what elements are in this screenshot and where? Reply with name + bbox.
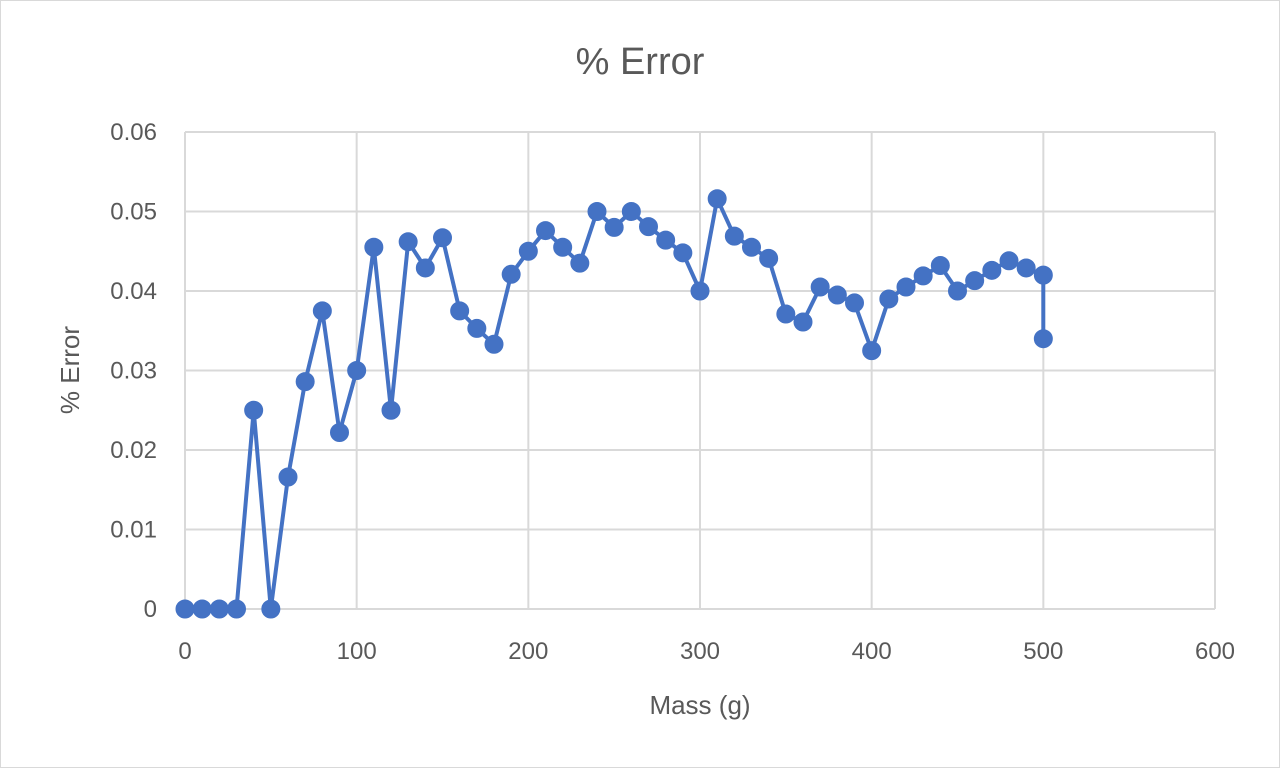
y-tick-label: 0.04	[110, 278, 157, 305]
data-point	[587, 202, 607, 221]
chart-title: % Error	[576, 41, 705, 83]
series-line	[185, 196, 1046, 611]
data-point	[227, 599, 246, 619]
data-point	[759, 248, 779, 268]
data-point	[433, 228, 452, 248]
x-tick-label: 400	[852, 638, 892, 665]
data-point	[518, 241, 538, 261]
data-point	[312, 301, 332, 321]
data-point	[827, 285, 847, 305]
data-point	[742, 237, 761, 257]
tick-labels: 0 0.01 0.02 0.03 0.04 0.05 0.06 0 100 200 300 400 50…	[110, 119, 1235, 665]
data-point	[776, 304, 796, 324]
data-point	[484, 334, 504, 354]
x-tick-label: 200	[508, 638, 548, 665]
data-point	[1033, 265, 1053, 285]
data-point	[570, 253, 590, 273]
data-point	[896, 277, 916, 297]
data-point	[707, 189, 727, 209]
series-layer	[175, 189, 1053, 619]
data-point	[278, 467, 298, 487]
x-axis-title: Mass (g)	[649, 690, 750, 720]
data-point	[209, 599, 229, 619]
data-point	[879, 289, 899, 309]
data-point	[467, 318, 487, 338]
x-tick-label: 100	[337, 638, 377, 665]
grid-layer	[184, 131, 1216, 610]
y-tick-label: 0.06	[110, 119, 157, 146]
x-tick-label: 0	[178, 638, 191, 665]
data-point	[192, 599, 212, 619]
data-point	[1033, 329, 1053, 349]
data-point	[965, 271, 985, 291]
data-point	[604, 217, 624, 237]
data-point	[415, 258, 435, 278]
data-point	[330, 423, 349, 443]
data-point	[862, 341, 882, 361]
data-point	[364, 237, 384, 257]
data-point	[793, 312, 813, 332]
data-point	[553, 237, 573, 257]
y-tick-label: 0.02	[110, 437, 157, 464]
data-point	[913, 266, 933, 286]
data-point	[930, 256, 950, 276]
data-point	[982, 260, 1002, 280]
y-axis-title: % Error	[55, 326, 85, 414]
data-point	[690, 281, 710, 301]
data-point	[621, 202, 641, 221]
data-point	[724, 226, 744, 246]
y-tick-label: 0	[144, 596, 157, 623]
data-point	[295, 372, 315, 392]
data-point	[999, 251, 1019, 271]
data-point	[381, 400, 401, 420]
data-point	[261, 599, 281, 619]
data-point	[948, 281, 967, 301]
data-point	[450, 301, 470, 321]
data-point	[501, 264, 521, 284]
data-point	[673, 243, 693, 263]
data-point	[1016, 258, 1036, 278]
data-point	[175, 599, 195, 619]
data-point	[639, 217, 658, 237]
x-tick-label: 500	[1023, 638, 1063, 665]
data-point	[398, 232, 418, 252]
data-point	[845, 293, 864, 313]
data-point	[810, 277, 830, 297]
x-tick-label: 300	[680, 638, 720, 665]
data-point	[656, 230, 676, 250]
data-point	[536, 221, 555, 241]
y-tick-label: 0.01	[110, 517, 157, 544]
y-tick-label: 0.05	[110, 199, 157, 226]
y-tick-label: 0.03	[110, 358, 157, 385]
data-point	[244, 400, 264, 420]
x-tick-label: 600	[1195, 638, 1235, 665]
data-point	[347, 361, 367, 380]
